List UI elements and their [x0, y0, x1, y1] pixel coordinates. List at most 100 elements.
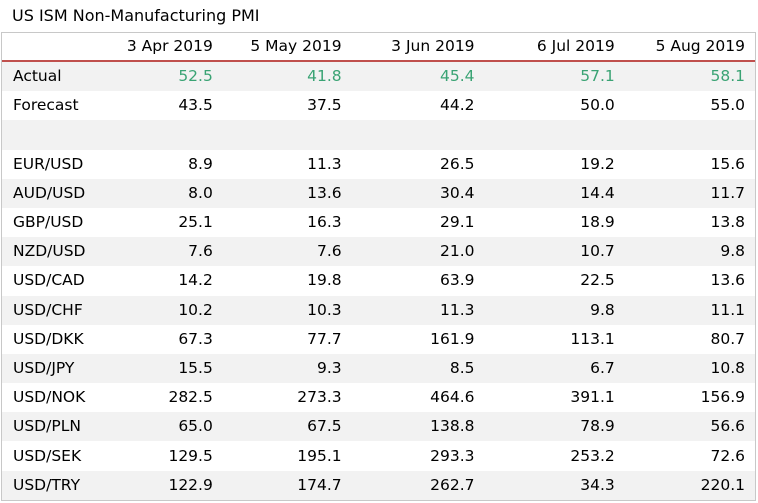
table-cell: 21.0 — [341, 237, 475, 267]
column-header: 5 May 2019 — [212, 33, 342, 62]
table-cell: 22.5 — [474, 266, 615, 296]
table-cell — [474, 120, 615, 150]
table-cell: 10.7 — [474, 237, 615, 267]
table-cell: 19.2 — [474, 149, 615, 179]
table-cell: 41.8 — [212, 61, 342, 92]
table-cell: 44.2 — [341, 91, 475, 121]
table-cell: 58.1 — [614, 61, 755, 92]
table-cell: 8.5 — [341, 353, 475, 384]
table-cell: 50.0 — [474, 91, 615, 121]
table-cell: 15.6 — [614, 149, 755, 179]
table-cell: 77.7 — [212, 324, 342, 354]
table-cell: 11.3 — [212, 149, 342, 179]
table-cell: 15.5 — [101, 353, 213, 384]
table-cell: 220.1 — [614, 470, 755, 500]
table-cell: 129.5 — [101, 441, 213, 471]
table-cell: 14.2 — [101, 266, 213, 296]
table-cell: 11.1 — [614, 295, 755, 325]
table-cell: 34.3 — [474, 470, 615, 500]
table-cell: 293.3 — [341, 441, 475, 471]
table-cell: 67.3 — [101, 324, 213, 354]
table-cell: 63.9 — [341, 266, 475, 296]
table-row: USD/DKK 67.3 77.7 161.9 113.1 80.7 — [2, 324, 755, 354]
table-cell: 9.8 — [614, 237, 755, 267]
column-header: 3 Apr 2019 — [101, 33, 213, 62]
table-cell: 67.5 — [212, 412, 342, 442]
table-row: GBP/USD 25.1 16.3 29.1 18.9 13.8 — [2, 207, 755, 238]
table-cell: 78.9 — [474, 412, 615, 442]
row-label: Actual — [2, 61, 102, 92]
table-row: USD/NOK 282.5 273.3 464.6 391.1 156.9 — [2, 383, 755, 413]
table-cell: 16.3 — [212, 207, 342, 238]
table-cell: 30.4 — [341, 178, 475, 208]
row-label: USD/PLN — [2, 412, 102, 442]
table-cell — [212, 120, 342, 150]
row-label: USD/CAD — [2, 266, 102, 296]
table-cell: 80.7 — [614, 324, 755, 354]
table-title: US ISM Non-Manufacturing PMI — [12, 6, 260, 25]
table-cell: 282.5 — [101, 383, 213, 413]
row-label: USD/SEK — [2, 441, 102, 471]
data-table: 3 Apr 2019 5 May 2019 3 Jun 2019 6 Jul 2… — [2, 33, 755, 500]
table-cell: 72.6 — [614, 441, 755, 471]
table-row: USD/CHF 10.2 10.3 11.3 9.8 11.1 — [2, 295, 755, 325]
row-label: AUD/USD — [2, 178, 102, 208]
spacer-row — [2, 120, 755, 150]
table-cell: 37.5 — [212, 91, 342, 121]
table-row: Forecast 43.5 37.5 44.2 50.0 55.0 — [2, 91, 755, 121]
table-cell: 13.6 — [614, 266, 755, 296]
table-cell: 45.4 — [341, 61, 475, 92]
table-cell: 25.1 — [101, 207, 213, 238]
table-cell: 57.1 — [474, 61, 615, 92]
table-row: AUD/USD 8.0 13.6 30.4 14.4 11.7 — [2, 178, 755, 208]
table-cell: 464.6 — [341, 383, 475, 413]
data-table-container: 3 Apr 2019 5 May 2019 3 Jun 2019 6 Jul 2… — [1, 32, 756, 501]
table-row: NZD/USD 7.6 7.6 21.0 10.7 9.8 — [2, 237, 755, 267]
table-cell: 10.2 — [101, 295, 213, 325]
table-cell: 262.7 — [341, 470, 475, 500]
table-row: USD/JPY 15.5 9.3 8.5 6.7 10.8 — [2, 353, 755, 384]
column-header: 3 Jun 2019 — [341, 33, 475, 62]
row-label: USD/CHF — [2, 295, 102, 325]
row-label: Forecast — [2, 91, 102, 121]
row-label: USD/NOK — [2, 383, 102, 413]
row-label: USD/JPY — [2, 353, 102, 384]
table-cell: 56.6 — [614, 412, 755, 442]
table-cell: 18.9 — [474, 207, 615, 238]
header-row: 3 Apr 2019 5 May 2019 3 Jun 2019 6 Jul 2… — [2, 33, 755, 62]
table-cell: 43.5 — [101, 91, 213, 121]
row-label: NZD/USD — [2, 237, 102, 267]
table-row: EUR/USD 8.9 11.3 26.5 19.2 15.6 — [2, 149, 755, 179]
table-cell: 8.0 — [101, 178, 213, 208]
table-cell: 65.0 — [101, 412, 213, 442]
table-cell: 174.7 — [212, 470, 342, 500]
table-cell: 273.3 — [212, 383, 342, 413]
table-cell: 29.1 — [341, 207, 475, 238]
table-cell: 8.9 — [101, 149, 213, 179]
table-cell: 52.5 — [101, 61, 213, 92]
table-cell: 19.8 — [212, 266, 342, 296]
table-cell: 9.3 — [212, 353, 342, 384]
table-cell: 14.4 — [474, 178, 615, 208]
row-label: USD/TRY — [2, 470, 102, 500]
table-cell: 6.7 — [474, 353, 615, 384]
table-cell: 11.7 — [614, 178, 755, 208]
table-cell: 122.9 — [101, 470, 213, 500]
table-cell — [101, 120, 213, 150]
table-cell: 138.8 — [341, 412, 475, 442]
table-cell: 13.8 — [614, 207, 755, 238]
table-cell: 10.3 — [212, 295, 342, 325]
row-label: USD/DKK — [2, 324, 102, 354]
table-cell: 26.5 — [341, 149, 475, 179]
table-cell: 253.2 — [474, 441, 615, 471]
table-row: USD/TRY 122.9 174.7 262.7 34.3 220.1 — [2, 470, 755, 500]
row-label — [2, 120, 102, 150]
table-cell: 7.6 — [101, 237, 213, 267]
table-cell — [341, 120, 475, 150]
table-cell: 9.8 — [474, 295, 615, 325]
table-cell: 161.9 — [341, 324, 475, 354]
table-cell — [614, 120, 755, 150]
header-label-cell — [2, 33, 102, 62]
column-header: 6 Jul 2019 — [474, 33, 615, 62]
column-header: 5 Aug 2019 — [614, 33, 755, 62]
